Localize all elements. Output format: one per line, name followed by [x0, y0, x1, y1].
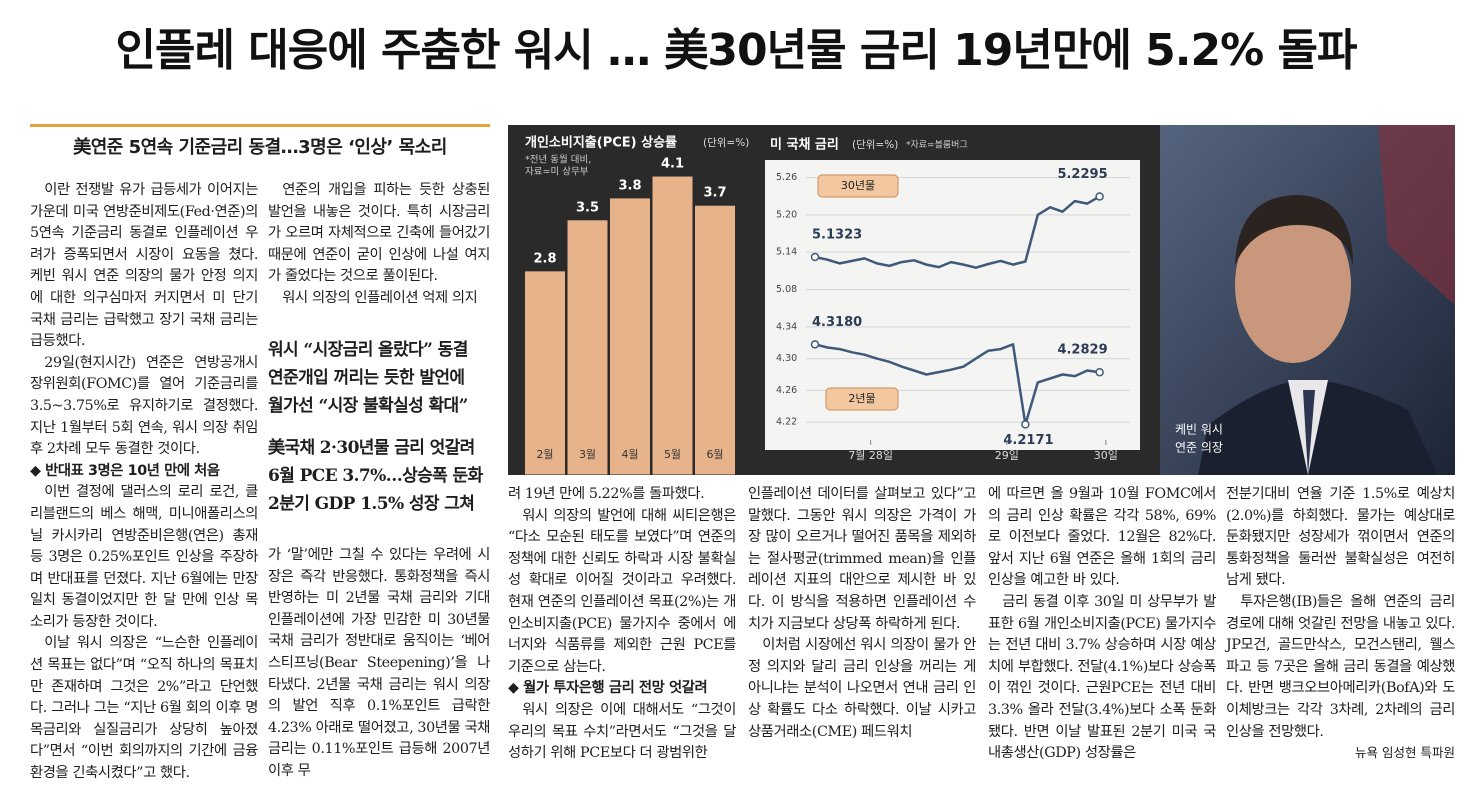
paragraph: 29일(현지시간) 연준은 연방공개시장위원회(FOMC)를 열어 기준금리를 … [30, 354, 258, 458]
chart-source: *자료=블룸버그 [906, 140, 968, 151]
category-label: 4월 [621, 448, 638, 461]
point-marker [1021, 420, 1030, 429]
x-tick-label: 29일 [995, 448, 1019, 462]
y-tick-label: 5.26 [776, 172, 797, 183]
highlight-box: 워시 “시장금리 올랐다” 동결 연준개입 꺼리는 듯한 발언에 월가선 “시장… [268, 336, 490, 532]
category-label: 2월 [536, 448, 553, 461]
column: 인플레이션 데이터를 살펴보고 있다”고 말했다. 그동안 워시 의장은 가격이… [748, 484, 976, 743]
series-tag [817, 174, 899, 198]
chart-note: 자료=미 상무부 [525, 167, 589, 178]
highlight-line: 연준개입 꺼리는 듯한 발언에 [268, 368, 465, 388]
y-tick-label: 4.34 [776, 321, 797, 332]
data-label: 5.2295 [1057, 167, 1107, 182]
column: 려 19년 만에 5.22%를 돌파했다. 워시 의장의 발언에 대해 씨티은행… [508, 484, 736, 765]
paragraph: 이처럼 시장에선 워시 의장이 물가 안정 의지와 달리 금리 인상을 꺼리는 … [748, 637, 976, 740]
section-heading: ◆ 반대표 3명은 10년 만에 처음 [30, 462, 220, 479]
y-tick-label: 4.22 [776, 417, 797, 428]
paragraph: 려 19년 만에 5.22%를 돌파했다. [508, 486, 705, 502]
paragraph: 에 따르면 올 9월과 10월 FOMC에서의 금리 인상 확률은 각각 58%… [988, 486, 1216, 589]
highlight-line: 6월 PCE 3.7%…상승폭 둔화 [268, 466, 483, 486]
column: 연준의 개입을 피하는 듯한 상충된 발언을 내놓은 것이다. 특히 시장금리가… [268, 180, 490, 310]
point-marker [1095, 367, 1104, 377]
bar [694, 204, 736, 475]
paragraph: 연준의 개입을 피하는 듯한 상충된 발언을 내놓은 것이다. 특히 시장금리가… [268, 182, 490, 285]
column: 에 따르면 올 9월과 10월 FOMC에서의 금리 인상 확률은 각각 58%… [988, 484, 1216, 765]
data-label: 4.3180 [812, 315, 862, 330]
y-tick-label: 5.14 [776, 247, 797, 258]
y-tick-label: 4.26 [776, 385, 797, 396]
column: 가 ‘말’에만 그칠 수 있다는 우려에 시장은 즉각 반응했다. 통화정책을 … [268, 545, 490, 783]
paragraph: 워시 의장의 발언에 대해 씨티은행은 “다소 모순된 태도를 보였다”며 연준… [508, 507, 736, 675]
x-tick-label: 7월 28일 [848, 448, 893, 462]
photo-caption: 케빈 워시 [1175, 423, 1223, 437]
graphic: 개인소비지출(PCE) 상승률 (단위=%) *전년 동월 대비, 자료=미 상… [508, 125, 1455, 475]
series-name: 2년물 [848, 392, 875, 405]
photo-caption: 연준 의장 [1175, 441, 1223, 455]
value-label: 3.8 [618, 178, 641, 193]
chart-title: 미 국채 금리 [770, 137, 839, 153]
headline: 인플레 대응에 주춤한 워시 … 美30년물 금리 19년만에 5.2% 돌파 [115, 25, 1358, 76]
paragraph: 금리 동결 이후 30일 미 상무부가 발표한 6월 개인소비지출(PCE) 물… [988, 593, 1216, 762]
highlight-group: 워시 “시장금리 올랐다” 동결 연준개입 꺼리는 듯한 발언에 월가선 “시장… [268, 336, 490, 420]
value-label: 2.8 [533, 251, 556, 266]
paragraph: 투자은행(IB)들은 올해 연준의 금리 경로에 대해 엇갈린 전망을 내놓고 … [1226, 593, 1455, 740]
column: 전분기대비 연율 기준 1.5%로 예상치(2.0%)를 하회했다. 물가는 예… [1226, 484, 1455, 743]
byline: 뉴욕 임성현 특파원 [1355, 745, 1455, 760]
subtitle-rule [30, 124, 490, 127]
chart-unit: (단위=%) [703, 136, 749, 149]
value-label: 3.7 [703, 186, 726, 201]
data-label: 4.2829 [1057, 343, 1107, 358]
paragraph: 가 ‘말’에만 그칠 수 있다는 우려에 시장은 즉각 반응했다. 통화정책을 … [268, 547, 490, 779]
paragraph: 이번 결정에 댈러스의 로리 로건, 클리블랜드의 베스 해맥, 미니애폴리스의… [30, 484, 258, 630]
point-marker [810, 252, 820, 262]
paragraph: 이란 전쟁발 유가 급등세가 이어지는 가운데 미국 연방준비제도(Fed·연준… [30, 182, 258, 350]
paragraph: 이날 워시 의장은 “느슨한 인플레이션 목표는 없다”며 “오직 하나의 목표… [30, 635, 258, 782]
paragraph: 워시 의장의 인플레이션 억제 의지 [282, 289, 478, 306]
line [814, 195, 1101, 269]
highlight-line: 2분기 GDP 1.5% 성장 그쳐 [268, 494, 475, 514]
paragraph: 전분기대비 연율 기준 1.5%로 예상치(2.0%)를 하회했다. 물가는 예… [1226, 486, 1455, 589]
data-label: 5.1323 [812, 227, 862, 242]
y-tick-label: 5.20 [776, 209, 797, 220]
section-heading: ◆ 월가 투자은행 금리 전망 엇갈려 [508, 680, 708, 697]
point-marker [810, 340, 820, 349]
chart-title: 개인소비지출(PCE) 상승률 [525, 135, 677, 151]
photo [1160, 125, 1455, 475]
paragraph: 워시 의장은 이에 대해서도 “그것이 우리의 목표 수치”라면서도 “그것을 … [508, 701, 736, 762]
point-marker [1095, 192, 1104, 201]
bar [651, 175, 694, 475]
bar [524, 270, 566, 475]
value-label: 3.5 [576, 200, 599, 215]
series-name: 30년물 [841, 179, 875, 192]
series-tag [825, 387, 899, 411]
y-tick-label: 5.08 [776, 284, 797, 295]
highlight-group: 美국채 2·30년물 금리 엇갈려 6월 PCE 3.7%…상승폭 둔화 2분기… [268, 434, 490, 518]
chart-unit: (단위=%) [852, 138, 898, 151]
highlight-line: 美국채 2·30년물 금리 엇갈려 [268, 438, 475, 458]
category-label: 5월 [664, 448, 681, 461]
category-label: 3월 [579, 448, 596, 461]
category-label: 6월 [706, 448, 723, 461]
highlight-line: 월가선 “시장 불확실성 확대” [268, 396, 468, 416]
paragraph: 인플레이션 데이터를 살펴보고 있다”고 말했다. 그동안 워시 의장은 가격이… [748, 486, 976, 632]
x-tick-label: 30일 [1094, 448, 1118, 462]
column: 이란 전쟁발 유가 급등세가 이어지는 가운데 미국 연방준비제도(Fed·연준… [30, 180, 258, 785]
y-tick-label: 4.30 [776, 353, 797, 364]
highlight-line: 워시 “시장금리 올랐다” 동결 [268, 340, 468, 360]
subtitle: 美연준 5연속 기준금리 동결…3명은 ‘인상’ 목소리 [73, 137, 447, 158]
value-label: 4.1 [661, 157, 684, 172]
chart-note: *전년 동월 대비, [525, 154, 591, 166]
bar [609, 197, 651, 475]
line [814, 343, 1100, 426]
data-label: 4.2171 [1003, 433, 1053, 448]
bar [566, 219, 609, 475]
